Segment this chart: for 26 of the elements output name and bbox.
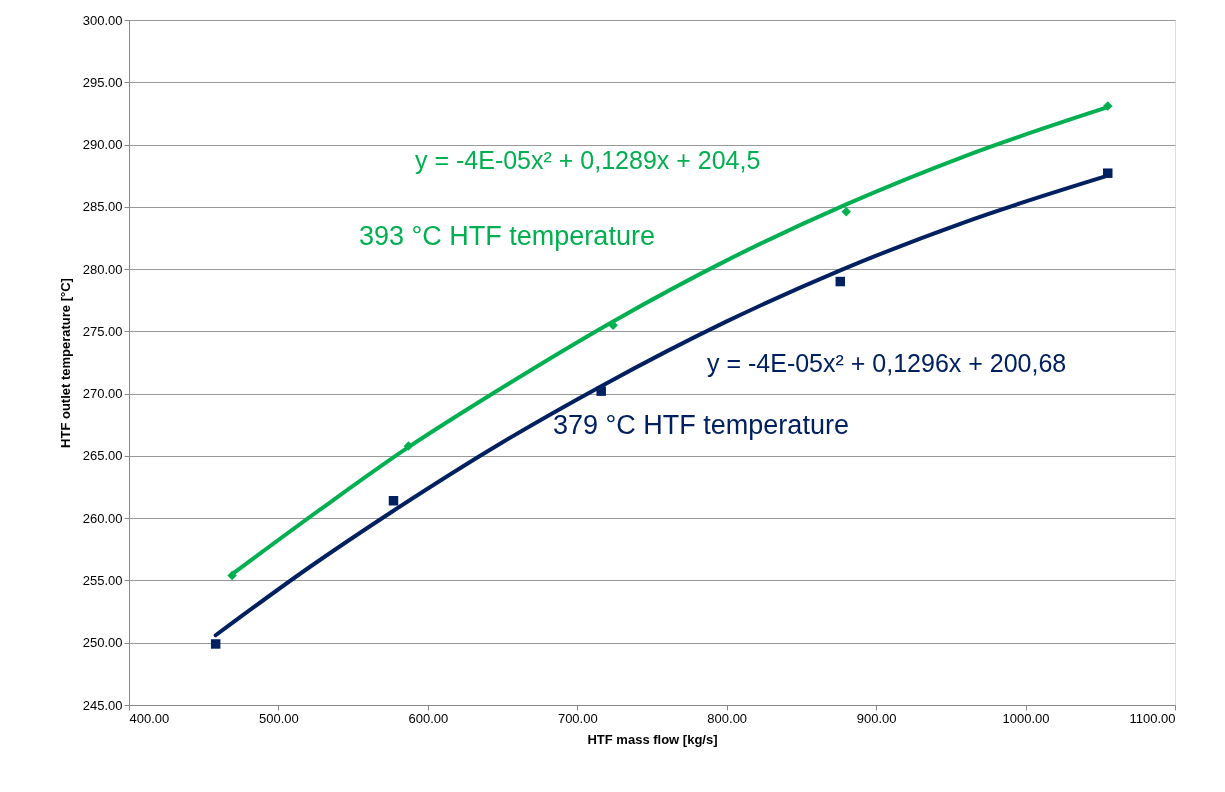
- x-tick-label: 900.00: [856, 710, 897, 726]
- y-axis-title: HTF outlet temperature [°C]: [57, 278, 73, 448]
- annotation: y = -4E-05x² + 0,1289x + 204,5: [415, 146, 761, 174]
- text: 393 °C HTF temperature: [359, 221, 655, 251]
- y-tick-label: 260.00: [82, 510, 123, 526]
- x-tick-label: 700.00: [557, 710, 598, 726]
- y-tick-label: 245.00: [82, 697, 123, 713]
- y-tick-label: 270.00: [82, 386, 123, 402]
- y-tick-label: 265.00: [82, 448, 123, 464]
- x-tick-label: 1100.00: [1129, 710, 1176, 726]
- y-tick-label: 250.00: [82, 635, 123, 651]
- x-tick-label: 400.00: [129, 710, 170, 726]
- y-tick-label: 290.00: [82, 137, 123, 153]
- series-label: 379 °C HTF temperature: [553, 410, 849, 440]
- y-tick-label: 280.00: [82, 261, 123, 277]
- y-tick-label: 255.00: [82, 572, 123, 588]
- x-tick-label: 800.00: [707, 710, 748, 726]
- x-tick-label: 1000.00: [1002, 710, 1050, 726]
- y-tick-label: 300.00: [82, 12, 123, 28]
- x-tick-label: 600.00: [408, 710, 449, 726]
- x-axis-title: HTF mass flow [kg/s]: [587, 731, 718, 747]
- y-tick-label: 275.00: [82, 323, 123, 339]
- x-tick-label: 500.00: [259, 710, 299, 726]
- y-tick-label: 285.00: [82, 199, 123, 215]
- annotation: y = -4E-05x² + 0,1296x + 200,68: [707, 349, 1067, 377]
- y-tick-label: 295.00: [82, 74, 123, 90]
